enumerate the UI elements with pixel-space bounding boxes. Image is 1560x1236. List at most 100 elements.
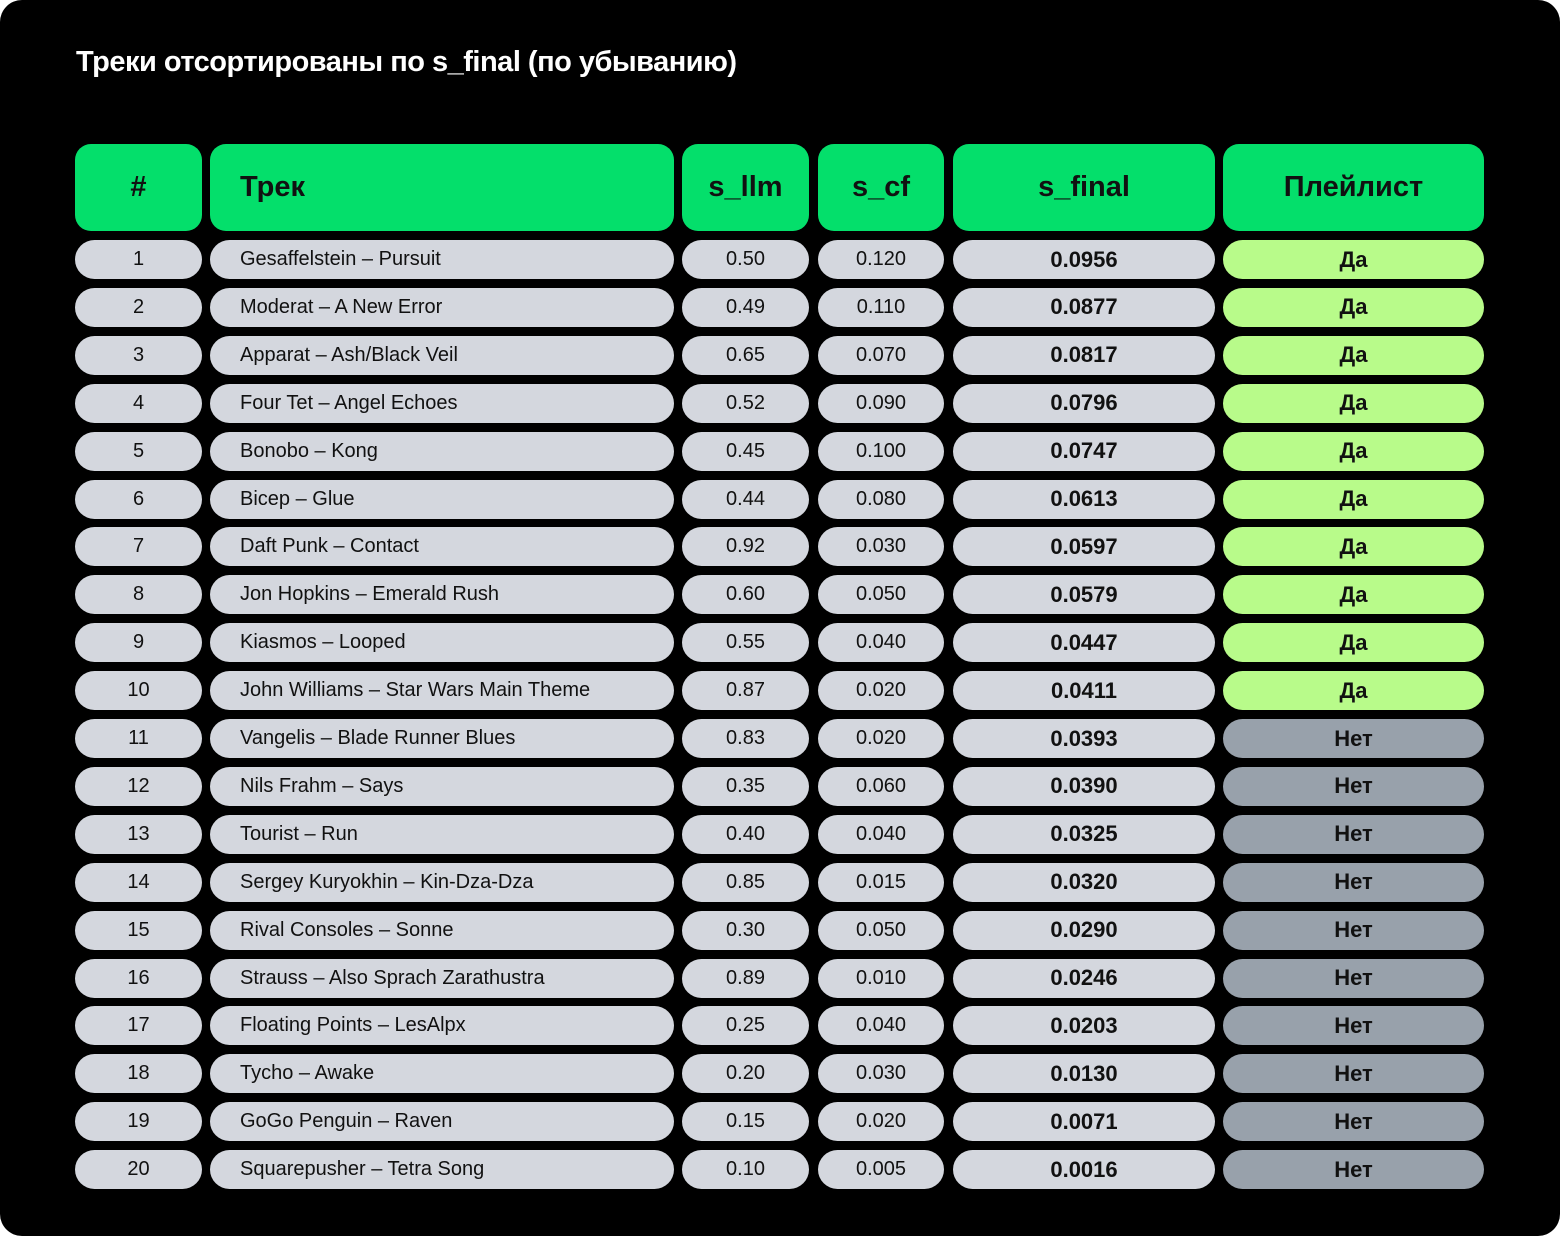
column-header: s_final	[953, 144, 1215, 231]
table-cell: 15	[75, 910, 202, 950]
playlist-badge: Да	[1223, 575, 1484, 615]
table-cell: Vangelis – Blade Runner Blues	[210, 719, 674, 758]
table-cell: 13	[75, 814, 202, 854]
table-cell: 0.020	[818, 671, 944, 711]
table-cell: 0.30	[682, 910, 809, 950]
table-cell: 0.0071	[953, 1102, 1215, 1142]
playlist-badge: Нет	[1223, 958, 1484, 998]
table-cell: 0.0246	[953, 958, 1215, 998]
table-cell: Tycho – Awake	[210, 1054, 674, 1094]
table-cell: 0.20	[682, 1054, 809, 1094]
table-cell: Floating Points – LesAlpx	[210, 1006, 674, 1046]
table-cell: Bicep – Glue	[210, 479, 674, 519]
table-cell: 0.0579	[953, 575, 1215, 615]
table-cell: 0.0447	[953, 623, 1215, 663]
table-cell: 0.0325	[953, 814, 1215, 854]
table-cell: 0.030	[818, 1054, 944, 1094]
table-cell: 0.87	[682, 671, 809, 711]
table-cell: 5	[75, 431, 202, 471]
table-cell: Daft Punk – Contact	[210, 527, 674, 567]
table-cell: 0.60	[682, 575, 809, 615]
table-cell: 0.010	[818, 958, 944, 998]
table-cell: 1	[75, 240, 202, 279]
playlist-badge: Да	[1223, 671, 1484, 711]
table-cell: 2	[75, 287, 202, 327]
table-cell: 0.005	[818, 1150, 944, 1190]
table-cell: 0.0130	[953, 1054, 1215, 1094]
table-cell: 0.0393	[953, 719, 1215, 758]
table-cell: 11	[75, 719, 202, 758]
table-cell: 0.0613	[953, 479, 1215, 519]
table-cell: Jon Hopkins – Emerald Rush	[210, 575, 674, 615]
table-cell: 0.0796	[953, 383, 1215, 423]
table-cell: 0.25	[682, 1006, 809, 1046]
playlist-badge: Нет	[1223, 1054, 1484, 1094]
table-cell: 0.070	[818, 335, 944, 375]
table-cell: Sergey Kuryokhin – Kin-Dza-Dza	[210, 862, 674, 902]
table-cell: Strauss – Also Sprach Zarathustra	[210, 958, 674, 998]
playlist-badge: Да	[1223, 527, 1484, 567]
table-cell: 0.060	[818, 766, 944, 806]
table-cell: 0.0747	[953, 431, 1215, 471]
table-cell: 0.100	[818, 431, 944, 471]
column-header: s_cf	[818, 144, 944, 231]
table-cell: 3	[75, 335, 202, 375]
column-header: #	[75, 144, 202, 231]
playlist-badge: Да	[1223, 240, 1484, 279]
table-cell: 7	[75, 527, 202, 567]
table-cell: Rival Consoles – Sonne	[210, 910, 674, 950]
table-cell: 0.55	[682, 623, 809, 663]
table-cell: 0.0203	[953, 1006, 1215, 1046]
table-cell: 0.080	[818, 479, 944, 519]
table-cell: 12	[75, 766, 202, 806]
table-cell: 10	[75, 671, 202, 711]
table-cell: 0.65	[682, 335, 809, 375]
table-cell: 6	[75, 479, 202, 519]
table-cell: Tourist – Run	[210, 814, 674, 854]
table-cell: 8	[75, 575, 202, 615]
table-cell: Squarepusher – Tetra Song	[210, 1150, 674, 1190]
table-cell: 0.0016	[953, 1150, 1215, 1190]
table-cell: 0.050	[818, 910, 944, 950]
table-cell: 18	[75, 1054, 202, 1094]
table-cell: 19	[75, 1102, 202, 1142]
playlist-badge: Нет	[1223, 814, 1484, 854]
table-cell: 9	[75, 623, 202, 663]
playlist-badge: Нет	[1223, 766, 1484, 806]
table-cell: 0.0320	[953, 862, 1215, 902]
table-cell: 0.50	[682, 240, 809, 279]
table-cell: 0.0817	[953, 335, 1215, 375]
playlist-badge: Нет	[1223, 1150, 1484, 1190]
table-cell: 0.090	[818, 383, 944, 423]
table-cell: 4	[75, 383, 202, 423]
column-header: Трек	[210, 144, 674, 231]
table-cell: 20	[75, 1150, 202, 1190]
table-cell: Gesaffelstein – Pursuit	[210, 240, 674, 279]
column-header: Плейлист	[1223, 144, 1484, 231]
table-cell: 0.89	[682, 958, 809, 998]
playlist-badge: Нет	[1223, 1006, 1484, 1046]
title: Треки отсортированы по s_final (по убыва…	[76, 46, 737, 78]
playlist-badge: Да	[1223, 383, 1484, 423]
table-cell: John Williams – Star Wars Main Theme	[210, 671, 674, 711]
table-cell: 0.44	[682, 479, 809, 519]
playlist-badge: Да	[1223, 287, 1484, 327]
table-cell: Nils Frahm – Says	[210, 766, 674, 806]
table-cell: Apparat – Ash/Black Veil	[210, 335, 674, 375]
table-cell: 0.49	[682, 287, 809, 327]
playlist-badge: Нет	[1223, 862, 1484, 902]
table-cell: 0.0411	[953, 671, 1215, 711]
table-cell: 0.45	[682, 431, 809, 471]
playlist-badge: Да	[1223, 335, 1484, 375]
table-cell: GoGo Penguin – Raven	[210, 1102, 674, 1142]
table-cell: 0.015	[818, 862, 944, 902]
table-cell: 17	[75, 1006, 202, 1046]
table-cell: 0.83	[682, 719, 809, 758]
table-cell: 0.120	[818, 240, 944, 279]
table-cell: 16	[75, 958, 202, 998]
table-cell: Moderat – A New Error	[210, 287, 674, 327]
table-cell: 0.35	[682, 766, 809, 806]
table-cell: 0.040	[818, 623, 944, 663]
